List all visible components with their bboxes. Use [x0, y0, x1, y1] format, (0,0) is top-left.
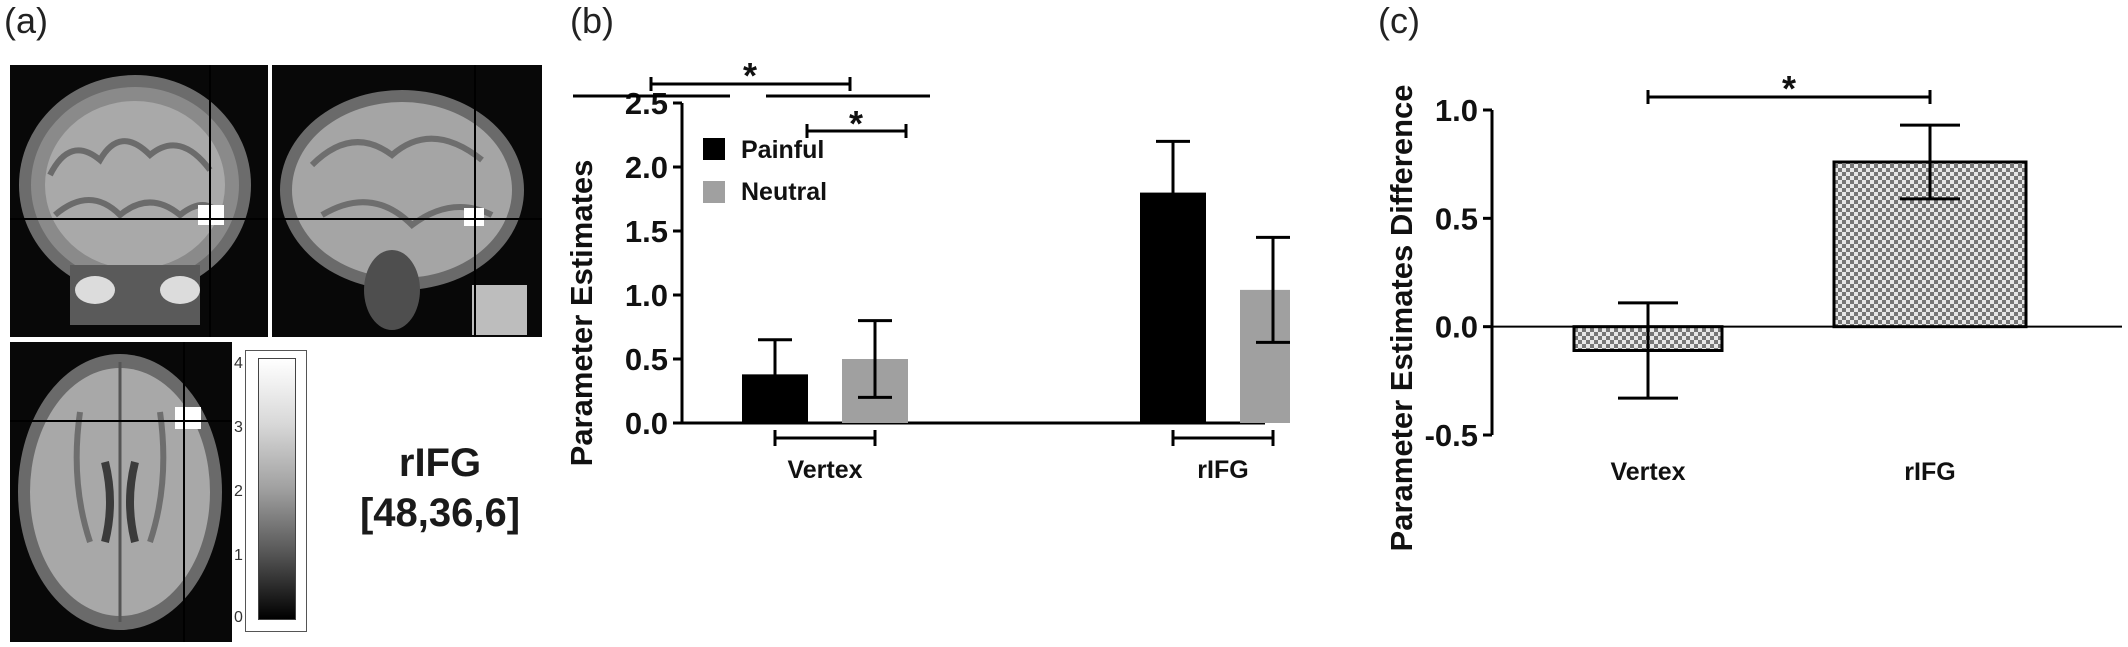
x-tick-label-rifg: rIFG: [1904, 458, 1955, 486]
y-tick-label-0-0: 0.0: [625, 406, 668, 441]
brain-coronal-image: [10, 65, 268, 337]
y-tick-label-minus-0-5: -0.5: [1425, 418, 1478, 453]
legend-label-neutral: Neutral: [741, 178, 827, 206]
significance-asterisk-rifg: *: [849, 103, 863, 144]
y-tick-label-2-0: 2.0: [625, 150, 668, 185]
colorbar-tick: 0: [234, 609, 243, 626]
roi-coordinates: [48,36,6]: [359, 491, 521, 535]
panel-label-b: (b): [570, 0, 614, 41]
colorbar: 4 3 2 1 0: [234, 350, 307, 632]
y-tick-label-1-0: 1.0: [625, 278, 668, 313]
parameter-estimates-chart: 0.0 0.5 1.0 1.5 2.0 2.5 Vertex rIFG Painful Neutr…: [570, 60, 1290, 484]
y-axis-label: Parameter Estimates Difference: [1384, 85, 1419, 552]
y-tick-label-0-5: 0.5: [625, 342, 668, 377]
significance-asterisk-interaction: *: [743, 60, 757, 96]
y-tick-label-1-5: 1.5: [625, 214, 668, 249]
colorbar-tick: 4: [234, 355, 243, 372]
y-tick-label-1-0: 1.0: [1435, 93, 1478, 128]
bar-neutral-rifg: [1240, 289, 1290, 423]
y-tick-label-2-5: 2.5: [625, 86, 668, 121]
roi-label: rIFG [48,36,6]: [330, 438, 550, 538]
legend-swatch-painful: [703, 138, 725, 160]
y-axis-label: Parameter Estimates: [570, 160, 599, 467]
brain-axial-image: [10, 342, 232, 642]
colorbar-tick: 1: [234, 547, 243, 564]
colorbar-gradient: [258, 358, 296, 620]
significance-asterisk: *: [1782, 68, 1796, 109]
roi-name: rIFG: [398, 441, 482, 485]
legend-swatch-neutral: [703, 181, 725, 203]
legend-label-painful: Painful: [741, 136, 824, 164]
x-tick-label-rifg: rIFG: [1197, 456, 1248, 484]
colorbar-tick: 2: [234, 483, 243, 500]
brain-sagittal-image: [272, 65, 542, 337]
panel-label-c: (c): [1378, 0, 1420, 41]
y-tick-label-0-0: 0.0: [1435, 310, 1478, 345]
colorbar-tick: 3: [234, 419, 243, 436]
x-tick-label-vertex: Vertex: [787, 456, 862, 484]
x-tick-label-vertex: Vertex: [1610, 458, 1685, 486]
panel-label-a: (a): [4, 0, 48, 41]
y-tick-label-0-5: 0.5: [1435, 201, 1478, 236]
parameter-estimates-difference-chart: -0.5 0.0 0.5 1.0 Vertex rIFG * Parameter Estim…: [1384, 68, 2122, 552]
